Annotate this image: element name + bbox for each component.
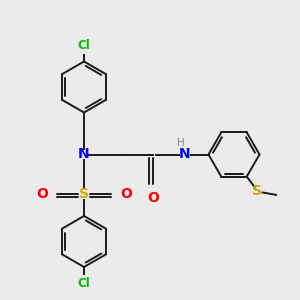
Text: H: H	[177, 138, 185, 148]
Text: S: S	[79, 187, 89, 200]
Text: O: O	[147, 190, 159, 205]
Text: O: O	[120, 187, 132, 200]
Text: Cl: Cl	[78, 277, 90, 290]
Text: O: O	[36, 187, 48, 200]
Text: N: N	[179, 148, 190, 161]
Text: N: N	[78, 148, 90, 161]
Text: S: S	[252, 184, 262, 198]
Text: Cl: Cl	[78, 39, 90, 52]
